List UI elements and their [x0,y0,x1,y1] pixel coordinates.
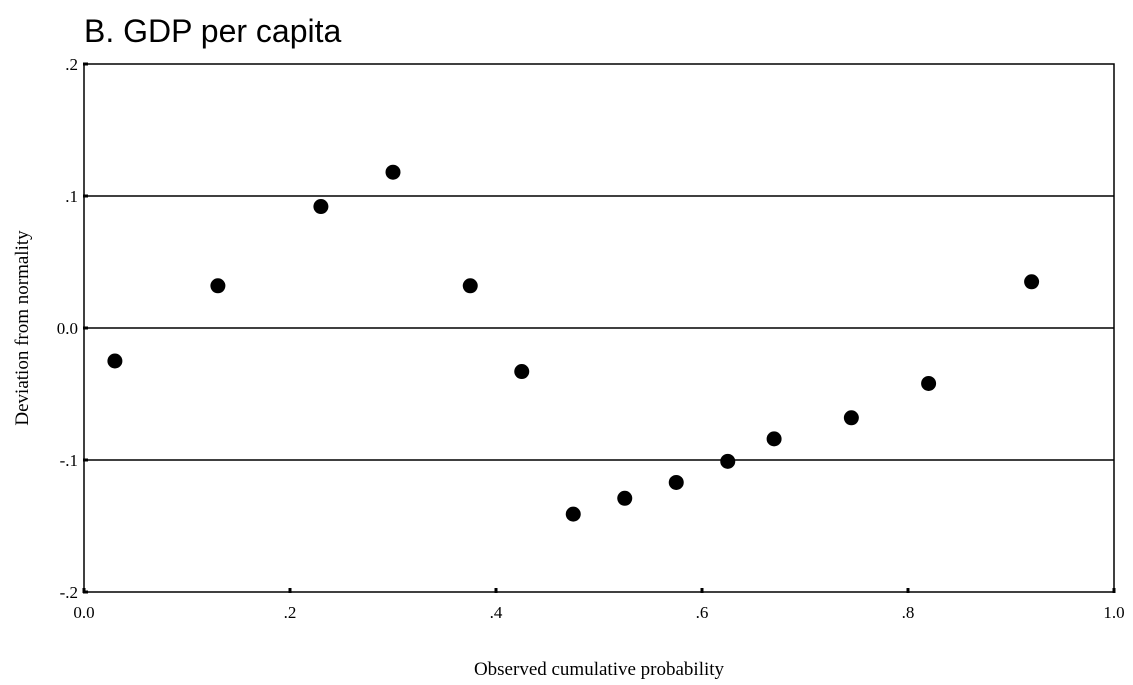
y-tick-label: 0.0 [57,319,78,338]
y-tick-label: -.1 [60,451,78,470]
x-tick-label: .2 [284,603,297,622]
reference-lines [84,195,1114,461]
data-points [107,164,1040,522]
data-point [921,375,937,391]
data-point [565,506,581,522]
data-point [313,199,329,215]
y-tick-label: .2 [65,55,78,74]
data-point [462,278,478,294]
x-tick-label: 1.0 [1103,603,1124,622]
x-tick-label: .4 [490,603,503,622]
data-point [668,474,684,490]
chart-title: B. GDP per capita [84,13,342,49]
data-point [843,410,859,426]
y-tick-label: .1 [65,187,78,206]
data-point [617,490,633,506]
y-tick-label: -.2 [60,583,78,602]
data-point [720,453,736,469]
data-point [107,353,123,369]
x-axis-label: Observed cumulative probability [474,659,725,680]
data-point [210,278,226,294]
y-axis-label: Deviation from normality [12,230,33,426]
data-point [385,164,401,180]
data-point [766,431,782,447]
x-axis: 0.0 .2 .4 .6 .8 1.0 [73,588,1125,622]
x-tick-label: 0.0 [73,603,94,622]
y-axis: .2 .1 0.0 -.1 -.2 [57,55,88,602]
x-tick-label: .8 [902,603,915,622]
x-tick-label: .6 [696,603,709,622]
data-point [514,364,530,380]
data-point [1024,274,1040,290]
